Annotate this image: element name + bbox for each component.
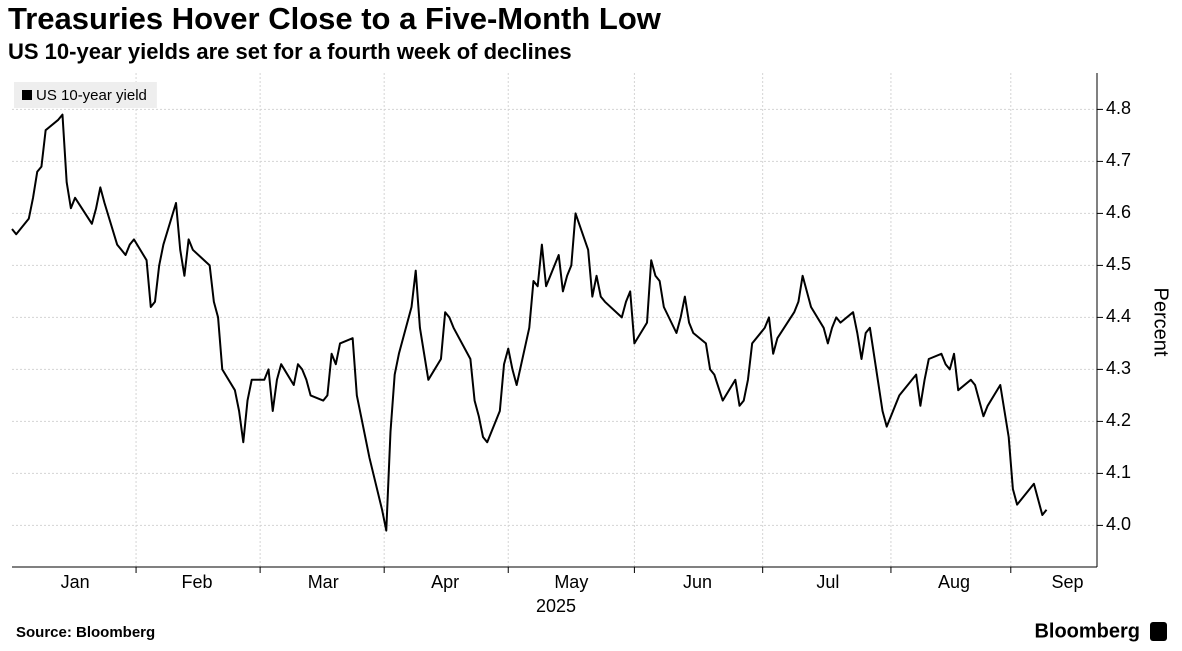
x-tick-label: Apr <box>431 572 459 592</box>
x-axis-label: 2025 <box>536 596 576 616</box>
y-tick-label: 4.7 <box>1106 150 1131 170</box>
y-axis-label: Percent <box>1150 288 1172 357</box>
x-tick-label: Jun <box>683 572 712 592</box>
x-tick-label: Feb <box>182 572 213 592</box>
y-tick-label: 4.5 <box>1106 254 1131 274</box>
y-tick-label: 4.8 <box>1106 98 1131 118</box>
y-tick-label: 4.6 <box>1106 202 1131 222</box>
legend-label: US 10-year yield <box>36 87 147 104</box>
y-tick-label: 4.1 <box>1106 462 1131 482</box>
y-tick-label: 4.4 <box>1106 306 1131 326</box>
y-tick-label: 4.0 <box>1106 514 1131 534</box>
chart-subtitle: US 10-year yields are set for a fourth w… <box>8 39 572 64</box>
legend-swatch <box>22 90 32 100</box>
x-tick-label: Jan <box>61 572 90 592</box>
brand-icon <box>1150 622 1167 641</box>
line <box>11 113 1048 532</box>
y-tick-label: 4.3 <box>1106 358 1131 378</box>
legend-box <box>14 82 157 108</box>
source: Source: Bloomberg <box>16 624 155 641</box>
x-tick-label: May <box>554 572 588 592</box>
chart-title: Treasuries Hover Close to a Five-Month L… <box>8 1 662 36</box>
x-tick-label: Mar <box>308 572 339 592</box>
x-tick-label: Sep <box>1052 572 1084 592</box>
x-tick-label: Jul <box>816 572 839 592</box>
y-tick-label: 4.2 <box>1106 410 1131 430</box>
brand: Bloomberg <box>1034 620 1140 642</box>
x-tick-label: Aug <box>938 572 970 592</box>
